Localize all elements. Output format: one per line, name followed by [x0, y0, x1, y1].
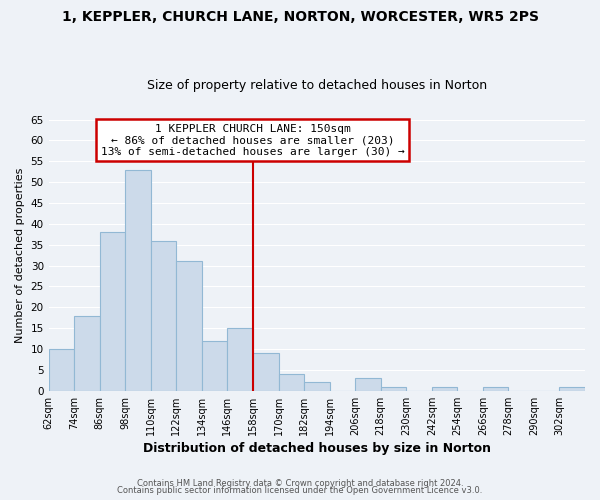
Bar — [176, 262, 202, 391]
Text: 1, KEPPLER, CHURCH LANE, NORTON, WORCESTER, WR5 2PS: 1, KEPPLER, CHURCH LANE, NORTON, WORCEST… — [62, 10, 539, 24]
Bar — [559, 386, 585, 391]
Bar — [49, 349, 74, 391]
Text: Contains HM Land Registry data © Crown copyright and database right 2024.: Contains HM Land Registry data © Crown c… — [137, 478, 463, 488]
Bar — [253, 354, 278, 391]
Bar — [202, 340, 227, 391]
X-axis label: Distribution of detached houses by size in Norton: Distribution of detached houses by size … — [143, 442, 491, 455]
Bar — [100, 232, 125, 391]
Text: Contains public sector information licensed under the Open Government Licence v3: Contains public sector information licen… — [118, 486, 482, 495]
Bar — [278, 374, 304, 391]
Y-axis label: Number of detached properties: Number of detached properties — [15, 168, 25, 343]
Bar — [304, 382, 329, 391]
Bar — [483, 386, 508, 391]
Bar — [355, 378, 380, 391]
Bar — [151, 240, 176, 391]
Bar — [380, 386, 406, 391]
Bar — [125, 170, 151, 391]
Bar — [74, 316, 100, 391]
Title: Size of property relative to detached houses in Norton: Size of property relative to detached ho… — [147, 79, 487, 92]
Text: 1 KEPPLER CHURCH LANE: 150sqm
← 86% of detached houses are smaller (203)
13% of : 1 KEPPLER CHURCH LANE: 150sqm ← 86% of d… — [101, 124, 404, 157]
Bar — [432, 386, 457, 391]
Bar — [227, 328, 253, 391]
